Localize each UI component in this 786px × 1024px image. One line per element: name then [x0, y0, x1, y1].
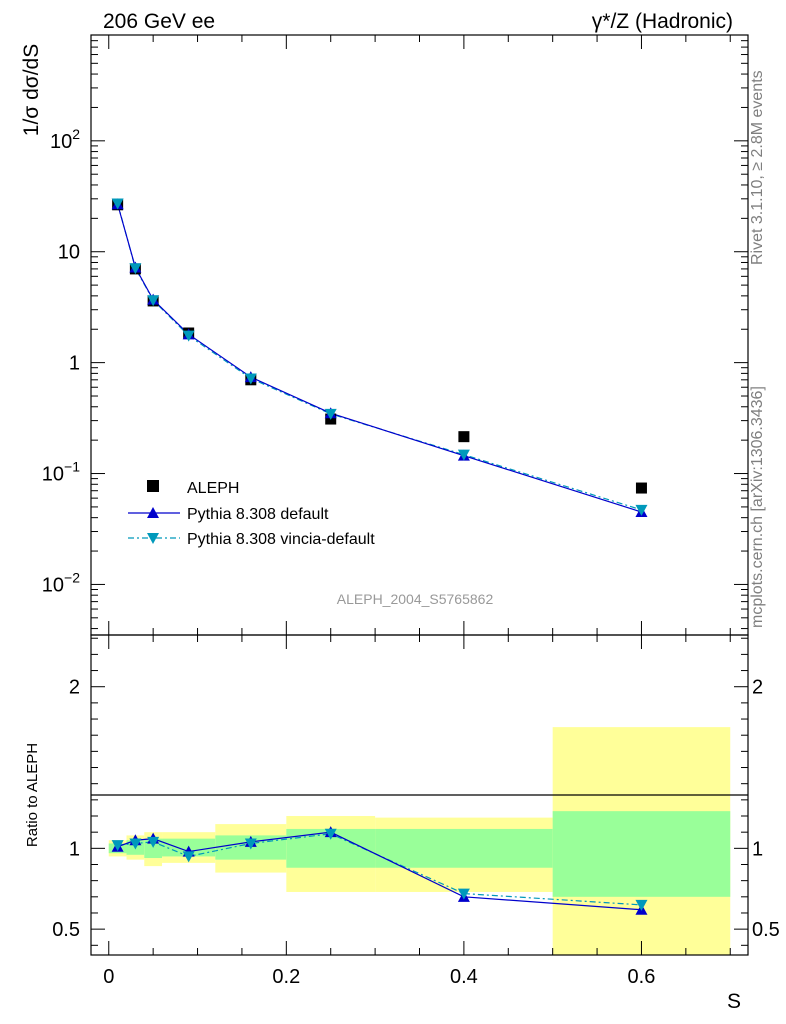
process-label: γ*/Z (Hadronic)	[592, 10, 733, 33]
legend-aleph-marker	[147, 480, 159, 492]
energy-label: 206 GeV ee	[103, 10, 215, 33]
x-tick-label: 0	[103, 966, 114, 988]
ratio-vincia-point	[324, 828, 337, 840]
aleph-data-point	[458, 431, 470, 443]
uncertainty-band-inner	[552, 811, 731, 897]
vincia-series-point	[457, 449, 470, 461]
ratio-vincia-point	[147, 836, 160, 848]
default-series-line	[117, 204, 642, 513]
main-y-tick-label: 102	[50, 126, 80, 153]
vincia-series-point	[635, 504, 648, 516]
x-axis-label: S	[727, 990, 741, 1013]
ratio-vincia-point	[129, 838, 142, 850]
x-tick-label: 0.4	[450, 966, 478, 988]
ratio-vincia-line	[117, 833, 642, 906]
x-tick-label: 0.2	[272, 966, 300, 988]
ratio-vincia-point	[244, 838, 257, 850]
main-y-tick-label: 10	[58, 242, 80, 264]
legend-default-label: Pythia 8.308 default	[187, 506, 329, 523]
legend-vincia-label: Pythia 8.308 vincia-default	[187, 531, 375, 548]
ratio-vincia-point	[182, 851, 195, 863]
main-panel: 10−2 10−1 1 10 102 1/σ dσ/dS ALEPH_2004_S576…	[20, 34, 749, 636]
vincia-series-point	[324, 408, 337, 420]
ratio-y-axis-label: Ratio to ALEPH	[24, 743, 41, 847]
ratio-y-tick-label-right: 0.5	[752, 919, 780, 941]
mcplots-label: mcplots.cern.ch [arXiv:1306.3436]	[749, 386, 766, 628]
ratio-vincia-point	[635, 899, 648, 911]
main-y-axis-label: 1/σ dσ/dS	[20, 44, 43, 136]
legend-vincia-marker	[147, 533, 159, 544]
vincia-series-point	[182, 330, 195, 342]
ratio-y-tick-label-right: 1	[752, 838, 763, 860]
main-y-tick-label: 1	[69, 353, 80, 375]
main-y-tick-label: 10−1	[42, 459, 80, 486]
aleph-data-point	[635, 482, 647, 494]
ratio-y-tick-label: 1	[69, 838, 80, 860]
ratio-vincia-point	[457, 888, 470, 900]
ratio-vincia-point	[111, 840, 124, 852]
main-y-tick-label: 10−2	[42, 569, 80, 596]
x-tick-label: 0.6	[628, 966, 656, 988]
vincia-series-point	[129, 263, 142, 275]
analysis-id-label: ALEPH_2004_S5765862	[337, 591, 494, 607]
ratio-y-tick-label-right: 2	[752, 677, 763, 699]
ratio-y-tick-label: 2	[69, 677, 80, 699]
legend: ALEPH Pythia 8.308 default Pythia 8.308 …	[128, 480, 375, 548]
uncertainty-band-inner	[375, 828, 553, 868]
ratio-y-tick-label: 0.5	[52, 919, 80, 941]
vincia-series-line	[117, 203, 642, 511]
ratio-frame	[90, 634, 749, 956]
vincia-series-point	[244, 373, 257, 385]
legend-aleph-label: ALEPH	[187, 480, 239, 497]
legend-default-marker	[147, 507, 159, 518]
rivet-version-label: Rivet 3.1.10, ≥ 2.8M events	[749, 70, 766, 265]
vincia-series-point	[111, 198, 124, 210]
vincia-series-point	[147, 295, 160, 307]
ratio-panel: 0 0.2 0.4 0.6 0.5 0.5 1 1 2 2 Ratio to ALEPH S	[24, 634, 780, 1013]
